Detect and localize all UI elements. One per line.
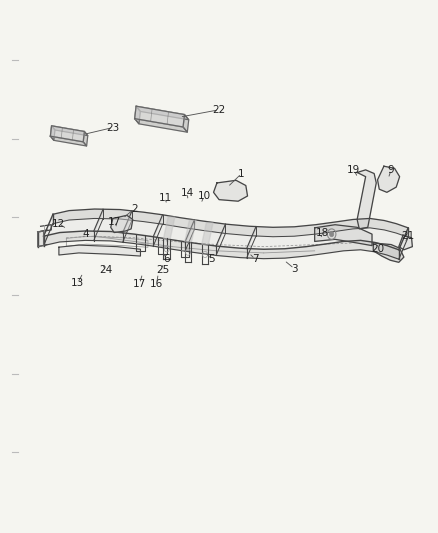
Polygon shape [214,180,247,201]
Polygon shape [399,235,413,250]
Polygon shape [52,126,88,136]
Polygon shape [50,126,85,142]
Text: 4: 4 [83,229,89,239]
Polygon shape [134,106,184,127]
Polygon shape [136,106,189,120]
Polygon shape [373,243,404,262]
Text: 25: 25 [156,264,169,274]
Text: 20: 20 [371,244,384,254]
Polygon shape [357,170,376,229]
Polygon shape [378,166,399,192]
Polygon shape [163,217,175,239]
Text: 5: 5 [208,254,215,264]
Polygon shape [50,126,55,140]
Polygon shape [185,220,196,242]
Text: 21: 21 [402,231,415,241]
Polygon shape [134,119,187,132]
Text: 12: 12 [52,219,66,229]
Polygon shape [123,211,132,235]
Text: 1: 1 [238,168,245,179]
Polygon shape [247,227,256,251]
Polygon shape [111,215,133,232]
Text: 23: 23 [106,123,120,133]
Polygon shape [183,115,189,132]
Polygon shape [83,132,88,146]
Polygon shape [44,209,408,250]
Polygon shape [44,231,399,259]
Text: 17: 17 [133,279,146,289]
Text: 3: 3 [291,264,297,273]
Text: 9: 9 [388,165,395,175]
Text: 22: 22 [212,105,226,115]
Text: 14: 14 [180,188,194,198]
Polygon shape [134,106,140,124]
Polygon shape [50,136,87,146]
Text: 18: 18 [316,228,329,238]
Polygon shape [201,223,213,245]
Polygon shape [216,224,226,248]
Polygon shape [53,209,408,237]
Text: 11: 11 [159,192,172,203]
Text: 19: 19 [347,165,360,175]
Polygon shape [94,209,103,233]
Circle shape [329,231,334,237]
Polygon shape [153,215,162,239]
Polygon shape [185,220,194,244]
Text: 13: 13 [71,278,84,288]
Text: 10: 10 [198,191,211,201]
Polygon shape [314,225,372,246]
Text: 7: 7 [252,254,258,264]
Text: 17: 17 [107,216,121,227]
Text: 24: 24 [99,265,112,275]
Text: 6: 6 [163,254,170,264]
Text: 16: 16 [150,279,163,289]
Polygon shape [38,231,44,247]
Text: 2: 2 [131,204,138,214]
Polygon shape [59,245,141,256]
